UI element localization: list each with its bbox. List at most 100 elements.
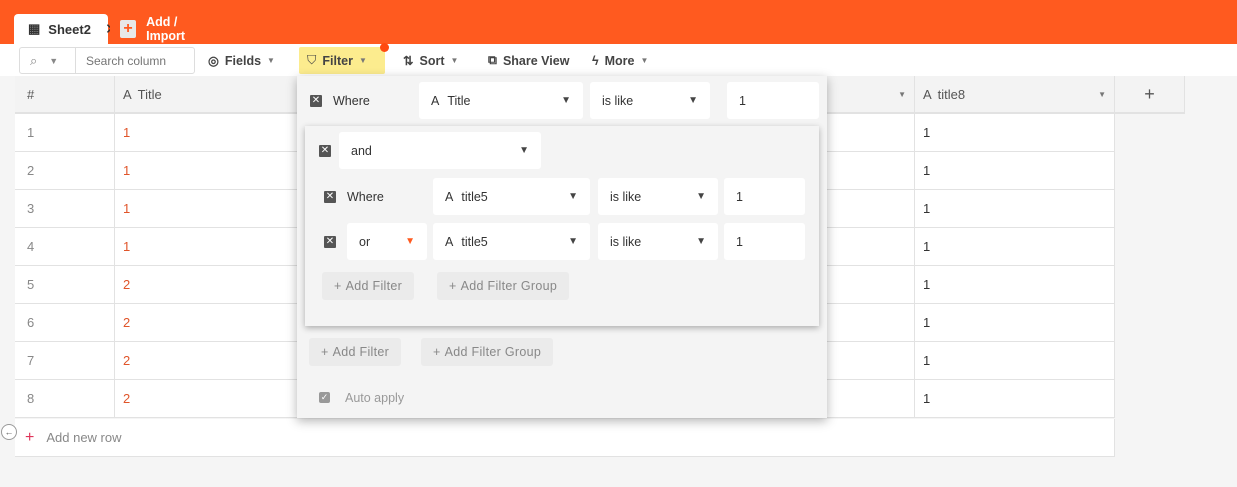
group-add-filter-button[interactable]: + Add Filter: [322, 272, 415, 300]
share-label: Share View: [502, 53, 570, 68]
operator-value: is like: [610, 189, 642, 204]
sort-button[interactable]: ⇅ Sort ▼: [395, 47, 466, 74]
field-select[interactable]: A Title ▼: [419, 82, 583, 119]
text-type-icon: A: [123, 86, 132, 102]
table-cell[interactable]: 1: [915, 228, 1115, 266]
value-input[interactable]: 1: [724, 223, 805, 260]
caret-down-icon: ▼: [450, 56, 459, 65]
top-bar: ▦ Sheet2 ✕ + Add / Import: [0, 0, 1237, 44]
filter-icon: ⛉: [307, 53, 317, 67]
table-cell[interactable]: 3: [15, 190, 115, 228]
tab-label: Sheet2: [48, 21, 91, 37]
caret-down-icon: ▼: [568, 236, 578, 247]
add-new-row[interactable]: + Add new row: [15, 419, 1115, 457]
add-row-label: Add new row: [46, 430, 122, 445]
caret-down-icon: ▼: [696, 236, 706, 247]
share-view-button[interactable]: ⧉ Share View: [480, 47, 577, 74]
operator-select[interactable]: is like ▼: [598, 178, 718, 215]
remove-filter-icon[interactable]: ✕: [310, 95, 322, 107]
filter-button[interactable]: ⛉ Filter ▼: [299, 43, 389, 74]
bolt-icon: ϟ: [592, 53, 599, 68]
remove-filter-icon[interactable]: ✕: [324, 191, 336, 203]
search-field-selector[interactable]: ⌕ ▼: [20, 48, 76, 73]
where-label: Where: [333, 94, 370, 108]
toolbar: ⌕▼ ◎Fields▼ ⛉Filter▼ ⇅Sort▼ ⧉Share View …: [0, 43, 1237, 76]
button-label: Add Filter Group: [460, 279, 558, 293]
add-filter-group-button[interactable]: + Add Filter Group: [421, 338, 554, 366]
caret-down-icon: ▼: [568, 191, 578, 202]
value-text: 1: [736, 234, 743, 249]
table-cell[interactable]: 1: [915, 304, 1115, 342]
caret-down-icon: ▼: [358, 56, 367, 65]
caret-down-icon[interactable]: ▼: [898, 89, 906, 99]
remove-filter-icon[interactable]: ✕: [324, 236, 336, 248]
fields-button[interactable]: ◎ Fields ▼: [200, 47, 283, 74]
plus-icon: +: [449, 279, 457, 293]
sort-label: Sort: [419, 53, 445, 68]
eye-off-icon: ◎: [208, 54, 219, 68]
text-type-icon: A: [923, 86, 932, 102]
value-input[interactable]: 1: [724, 178, 805, 215]
add-filter-button[interactable]: + Add Filter: [309, 338, 402, 366]
where-label: Where: [347, 190, 384, 204]
sort-icon: ⇅: [403, 54, 414, 68]
table-cell[interactable]: 1: [915, 190, 1115, 228]
operator-value: is like: [602, 93, 634, 108]
tab-sheet2[interactable]: ▦ Sheet2 ✕: [14, 14, 118, 44]
table-cell[interactable]: 5: [15, 266, 115, 304]
auto-apply-checkbox[interactable]: ✓: [319, 392, 330, 403]
text-type-icon: A: [445, 189, 454, 204]
text-type-icon: A: [431, 93, 440, 108]
table-cell[interactable]: 2: [15, 152, 115, 190]
fields-label: Fields: [224, 53, 262, 68]
filter-popup: ✕ Where A Title ▼ is like ▼ 1 ✕ and ▼ ✕ Wher…: [297, 76, 827, 418]
table-cell[interactable]: 1: [915, 342, 1115, 380]
value-text: 1: [736, 189, 743, 204]
active-filter-dot: [380, 43, 389, 52]
auto-apply-label: Auto apply: [345, 391, 405, 405]
value-text: 1: [739, 93, 746, 108]
caret-down-icon: ▼: [696, 191, 706, 202]
table-cell[interactable]: 7: [15, 342, 115, 380]
table-cell[interactable]: 6: [15, 304, 115, 342]
add-import-button[interactable]: + Add / Import: [110, 14, 212, 44]
value-input[interactable]: 1: [727, 82, 819, 119]
table-cell[interactable]: 1: [915, 152, 1115, 190]
more-button[interactable]: ϟ More ▼: [584, 47, 656, 74]
remove-group-icon[interactable]: ✕: [319, 145, 331, 157]
caret-down-icon: ▼: [405, 236, 415, 247]
table-cell[interactable]: 1: [915, 380, 1115, 418]
header-label: Title: [137, 86, 162, 102]
header-label: title8: [937, 86, 966, 102]
header-row-number: #: [15, 76, 115, 114]
operator-select[interactable]: is like ▼: [598, 223, 718, 260]
collapse-sidebar-icon[interactable]: ←: [1, 424, 17, 440]
caret-down-icon: ▼: [519, 145, 529, 156]
table-cell[interactable]: 1: [15, 114, 115, 152]
text-type-icon: A: [445, 234, 454, 249]
search-box: ⌕ ▼: [19, 47, 195, 74]
table-cell[interactable]: 4: [15, 228, 115, 266]
logical-op-select[interactable]: or ▼: [347, 223, 427, 260]
table-cell[interactable]: 1: [915, 114, 1115, 152]
plus-icon: +: [321, 345, 329, 359]
plus-icon: +: [433, 345, 441, 359]
caret-down-icon[interactable]: ▼: [1098, 89, 1106, 99]
caret-down-icon: ▼: [640, 56, 649, 65]
table-cell[interactable]: 1: [915, 266, 1115, 304]
caret-down-icon: ▼: [49, 55, 59, 66]
add-column-button[interactable]: +: [1115, 76, 1185, 114]
table-cell[interactable]: 8: [15, 380, 115, 418]
group-logic-select[interactable]: and ▼: [339, 132, 541, 169]
operator-select[interactable]: is like ▼: [590, 82, 710, 119]
caret-down-icon: ▼: [688, 95, 698, 106]
field-value: Title: [447, 93, 471, 108]
group-add-filter-group-button[interactable]: + Add Filter Group: [437, 272, 570, 300]
search-input[interactable]: [76, 53, 186, 68]
caret-down-icon: ▼: [267, 56, 275, 65]
more-label: More: [604, 53, 635, 68]
